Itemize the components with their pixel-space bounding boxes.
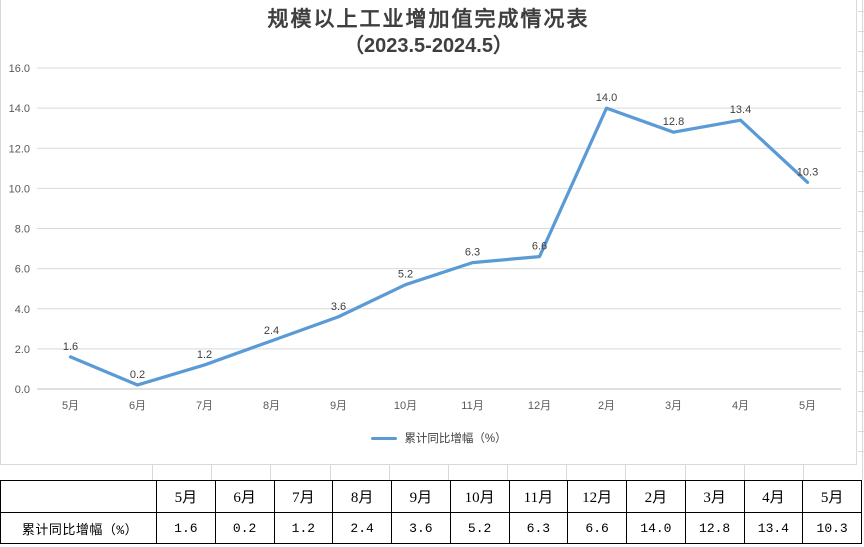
table-value-cell[interactable]: 1.2 (273, 512, 334, 544)
table-data-row: 累计同比增幅（%） 1.6 0.2 1.2 2.4 3.6 5.2 6.3 6.6 14.0 12… (0, 512, 862, 544)
table-month-header[interactable]: 8月 (332, 480, 392, 513)
table-value-cell[interactable]: 13.4 (743, 512, 804, 544)
data-label: 14.0 (596, 92, 617, 104)
x-tick-label: 5月 (62, 400, 79, 412)
x-tick-label: 10月 (394, 400, 417, 412)
series-line[interactable] (68, 106, 810, 387)
sheet-column-gridline (152, 465, 153, 480)
table-month-header[interactable]: 10月 (449, 480, 510, 513)
sheet-column-gridline (566, 465, 567, 480)
chart-object[interactable]: 规模以上工业增加值完成情况表 （2023.5-2024.5） 0.0 2.0 4.0… (0, 0, 857, 465)
chart-subtitle: （2023.5-2024.5） (343, 35, 513, 57)
sheet-column-gridline (862, 0, 863, 480)
data-label: 3.6 (331, 301, 346, 313)
line-plot: 0.0 2.0 4.0 6.0 8.0 10.0 12.0 14.0 16.0 5月 6月 7月 8月 9… (9, 63, 841, 412)
sheet-column-gridline (211, 465, 212, 480)
legend-line-marker (371, 436, 398, 440)
table-value-cell[interactable]: 14.0 (626, 512, 686, 544)
table-value-cell[interactable]: 10.3 (802, 512, 862, 544)
x-tick-label: 9月 (330, 400, 347, 412)
y-tick-label: 12.0 (9, 143, 30, 155)
table-value-cell[interactable]: 2.4 (332, 512, 392, 544)
chart-legend: 累计同比增幅（%） (37, 431, 841, 445)
data-label: 12.8 (663, 116, 684, 128)
y-tick-label: 2.0 (15, 344, 30, 356)
table-header-row: 5月 6月 7月 8月 9月 10月 11月 12月 2月 3月 4月 5月 (0, 480, 862, 513)
sheet-row-gridlines (858, 0, 864, 465)
sheet-column-gridline (270, 465, 271, 480)
data-label: 1.6 (63, 341, 78, 353)
table-month-header[interactable]: 7月 (273, 480, 334, 513)
table-month-header[interactable]: 9月 (391, 480, 451, 513)
data-table: 5月 6月 7月 8月 9月 10月 11月 12月 2月 3月 4月 5月 累计同比增幅（%） 1.… (0, 480, 862, 544)
x-tick-label: 7月 (196, 400, 213, 412)
table-value-cell[interactable]: 12.8 (684, 512, 745, 544)
y-tick-label: 0.0 (15, 384, 30, 396)
y-tick-label: 16.0 (9, 63, 30, 75)
data-label: 13.4 (730, 104, 751, 116)
table-month-header[interactable]: 5月 (802, 480, 862, 513)
chart-title: 规模以上工业增加值完成情况表 (267, 8, 590, 31)
data-label: 5.2 (398, 269, 413, 281)
table-month-header[interactable]: 11月 (508, 480, 569, 513)
data-label: 6.6 (532, 241, 547, 253)
y-tick-label: 10.0 (9, 183, 30, 195)
table-value-cell[interactable]: 6.6 (567, 512, 627, 544)
sheet-column-gridline (744, 465, 745, 480)
table-month-header[interactable]: 2月 (626, 480, 686, 513)
y-tick-label: 8.0 (15, 224, 30, 236)
sheet-column-gridline (389, 465, 390, 480)
x-tick-label: 11月 (461, 400, 483, 412)
table-corner-cell[interactable] (0, 480, 157, 513)
table-month-header[interactable]: 6月 (214, 480, 275, 513)
table-value-cell[interactable]: 5.2 (449, 512, 510, 544)
sheet-column-gridlines-strip (0, 465, 864, 480)
sheet-column-gridline (803, 465, 804, 480)
table-value-cell[interactable]: 1.6 (156, 512, 216, 544)
table-month-header[interactable]: 4月 (743, 480, 804, 513)
data-label: 1.2 (197, 349, 212, 361)
x-tick-label: 4月 (732, 400, 749, 412)
x-tick-label: 5月 (799, 400, 816, 412)
table-value-cell[interactable]: 0.2 (214, 512, 275, 544)
data-label: 0.2 (130, 369, 145, 381)
table-month-header[interactable]: 5月 (156, 480, 216, 513)
y-tick-label: 14.0 (9, 103, 30, 115)
sheet-column-gridline (330, 465, 331, 480)
sheet-column-gridline (685, 465, 686, 480)
data-label: 10.3 (797, 166, 818, 178)
sheet-column-gridline (507, 465, 508, 480)
chart-title-block: 规模以上工业增加值完成情况表 （2023.5-2024.5） (1, 6, 856, 59)
sheet-column-gridline (862, 465, 863, 480)
legend-label: 累计同比增幅（%） (404, 433, 507, 445)
x-tick-label: 6月 (129, 400, 146, 412)
table-value-cell[interactable]: 3.6 (391, 512, 451, 544)
table-month-header[interactable]: 12月 (567, 480, 627, 513)
y-tick-label: 6.0 (15, 264, 30, 276)
x-tick-label: 3月 (665, 400, 682, 412)
x-tick-label: 12月 (528, 400, 551, 412)
sheet-column-gridline (625, 465, 626, 480)
data-label: 2.4 (264, 325, 279, 337)
table-value-cell[interactable]: 6.3 (508, 512, 569, 544)
x-tick-label: 8月 (263, 400, 280, 412)
table-month-header[interactable]: 3月 (684, 480, 745, 513)
sheet-column-gridline (448, 465, 449, 480)
y-tick-label: 4.0 (15, 304, 30, 316)
x-tick-label: 2月 (598, 400, 615, 412)
data-label: 6.3 (465, 247, 480, 259)
table-row-label[interactable]: 累计同比增幅（%） (0, 512, 157, 544)
